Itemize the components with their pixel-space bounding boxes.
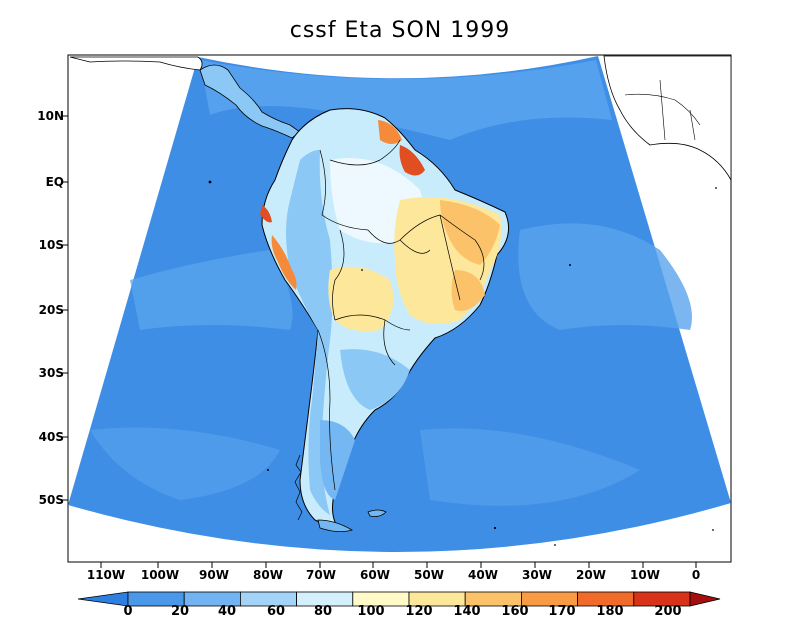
map-title: cssf Eta SON 1999 <box>289 18 511 43</box>
colorbar <box>77 591 721 607</box>
lon-label-0: 0 <box>691 568 701 582</box>
lon-label-80w: 80W <box>253 568 283 582</box>
lat-label-10s: 10S <box>38 238 64 252</box>
lat-label-40s: 40S <box>38 430 64 444</box>
land-africa <box>603 55 732 181</box>
lon-label-10w: 10W <box>630 568 660 582</box>
colorbar-label-180: 180 <box>596 604 624 619</box>
lon-label-110w: 110W <box>86 568 126 582</box>
colorbar-label-100: 100 <box>357 604 385 619</box>
colorbar-label-160: 160 <box>501 604 529 619</box>
africa-borders <box>624 79 701 141</box>
lat-label-30s: 30S <box>38 366 64 380</box>
colorbar-label-200: 200 <box>654 604 682 619</box>
land-patch-bahia-orange <box>451 270 485 311</box>
colorbar-label-80: 80 <box>313 604 333 619</box>
colorbar-arrow-right <box>689 591 721 607</box>
ocean-band-southeast <box>420 428 640 506</box>
lon-label-70w: 70W <box>306 568 336 582</box>
island-dots <box>208 180 717 546</box>
colorbar-label-170: 170 <box>548 604 576 619</box>
land-north-america <box>69 56 203 71</box>
ocean-band-north <box>200 60 612 140</box>
lon-label-100w: 100W <box>140 568 180 582</box>
lon-label-90w: 90W <box>199 568 229 582</box>
lat-label-20s: 20S <box>38 303 64 317</box>
land-patch-highlands-orange <box>440 200 500 265</box>
colorbar-label-0: 0 <box>123 604 133 619</box>
lat-label-eq: EQ <box>45 175 64 189</box>
ocean-band-east <box>518 223 692 330</box>
colorbar-label-120: 120 <box>405 604 433 619</box>
lon-label-60w: 60W <box>360 568 390 582</box>
land-patch-pampas-blue <box>340 349 410 410</box>
lat-label-10n: 10N <box>37 109 64 123</box>
ocean-band-southwest <box>90 427 280 500</box>
lon-label-30w: 30W <box>522 568 552 582</box>
land-falkland-islands <box>367 509 387 517</box>
land-patch-chaco-yellow <box>328 266 394 332</box>
land-tierra-del-fuego <box>317 519 354 532</box>
colorbar-label-60: 60 <box>266 604 286 619</box>
land-patch-amapa-orange <box>378 120 402 144</box>
ocean-band-west <box>130 250 293 330</box>
land-patch-northeast-red <box>399 145 425 176</box>
lon-label-50w: 50W <box>414 568 444 582</box>
axis-ticks <box>62 115 697 568</box>
colorbar-label-40: 40 <box>217 604 237 619</box>
land-patch-patagonia-blue <box>320 420 355 500</box>
land-chile-fjords <box>294 454 303 521</box>
lat-label-50s: 50S <box>38 493 64 507</box>
land-patch-coast-peru-orange <box>271 235 297 290</box>
land-patch-coast-peru-red <box>260 205 272 223</box>
lon-label-40w: 40W <box>468 568 498 582</box>
colorbar-label-140: 140 <box>453 604 481 619</box>
colorbar-label-20: 20 <box>170 604 190 619</box>
country-borders <box>317 139 485 491</box>
lon-label-20w: 20W <box>576 568 606 582</box>
